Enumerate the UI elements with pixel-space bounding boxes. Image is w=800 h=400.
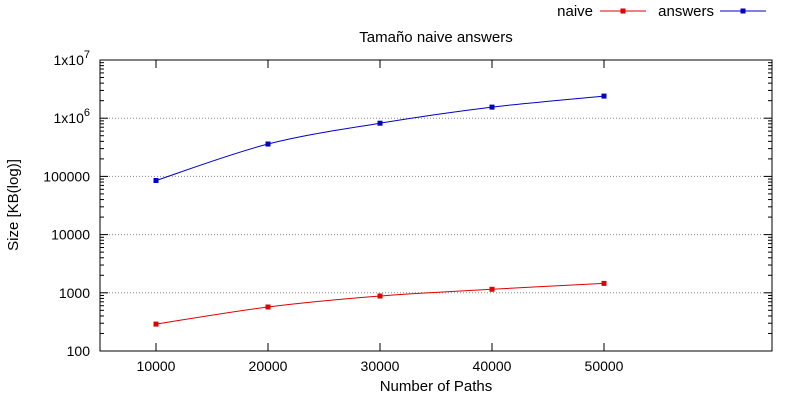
data-point-naive <box>489 286 495 292</box>
y-tick-label: 1x107 <box>54 49 90 68</box>
legend-label-naive: naive <box>557 3 593 20</box>
data-point-answers <box>377 120 383 126</box>
y-tick-label: 100 <box>67 343 91 359</box>
legend-label-answers: answers <box>658 3 714 20</box>
x-tick-label: 40000 <box>473 358 512 374</box>
y-axis-title: Size [KB(log)] <box>5 159 22 251</box>
legend-marker-naive <box>620 8 626 14</box>
chart-title: Tamaño naive answers <box>359 29 512 46</box>
data-point-naive <box>153 321 159 327</box>
data-point-answers <box>265 141 271 147</box>
y-tick-label: 1x106 <box>54 107 90 126</box>
series-layer <box>153 93 607 327</box>
y-tick-label: 10000 <box>51 227 90 243</box>
legend-marker-answers <box>740 8 746 14</box>
plot-frame <box>99 59 773 352</box>
series-line-answers <box>155 95 605 181</box>
grid-lines <box>100 117 772 294</box>
axis-ticks: 100 1000 10000 100000 1x106 1x107 10000 20000 30… <box>43 49 772 374</box>
data-point-naive <box>377 293 383 299</box>
x-tick-label: 50000 <box>585 358 624 374</box>
data-point-answers <box>153 178 159 184</box>
x-tick-label: 30000 <box>361 358 400 374</box>
y-tick-label: 1000 <box>59 285 90 301</box>
data-point-naive <box>265 304 271 310</box>
x-axis-title: Number of Paths <box>380 378 493 395</box>
y-tick-label: 100000 <box>43 168 90 184</box>
data-point-naive <box>601 280 607 286</box>
data-point-answers <box>489 104 495 110</box>
x-tick-label: 20000 <box>249 358 288 374</box>
data-point-answers <box>601 93 607 99</box>
x-tick-label: 10000 <box>137 358 176 374</box>
legend: naive answers <box>557 3 766 20</box>
series-line-naive <box>155 282 605 325</box>
